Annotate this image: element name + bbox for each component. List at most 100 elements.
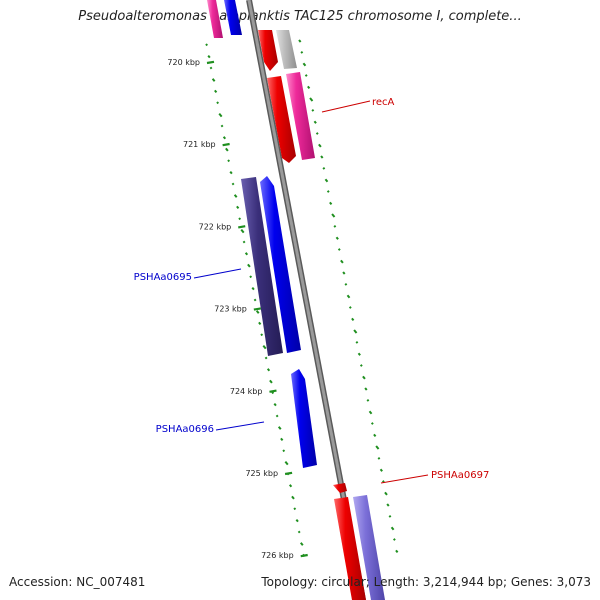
ruler-tick-mark [238, 225, 246, 229]
gc-skew-dash [264, 356, 268, 360]
gc-skew-dash [293, 507, 297, 511]
ruler-tick-mark [269, 389, 277, 393]
gc-skew-dash [244, 252, 249, 256]
gc-skew-dash [253, 298, 257, 302]
gc-skew-dash [329, 201, 333, 206]
ruler-tick-mark [284, 471, 293, 476]
gc-skew-dash [392, 538, 396, 541]
gc-skew-dash [297, 530, 301, 534]
ruler-tick-label: 722 kbp [199, 222, 232, 231]
gene-psha0696-feature[interactable] [291, 369, 317, 468]
gene-label-psha0697[interactable]: PSHAa0697 [431, 470, 489, 481]
gc-skew-dash [326, 190, 330, 193]
gc-skew-dash [249, 275, 253, 279]
gc-skew-dash [299, 542, 304, 546]
ruler-tick-mark [222, 142, 230, 147]
gc-skew-dash [304, 74, 308, 77]
gc-skew-dash [205, 43, 208, 47]
gc-skew-dash [240, 228, 245, 234]
topology-text: Topology: circular; Length: 3,214,944 bp… [261, 575, 591, 589]
gc-skew-dash [311, 108, 315, 112]
ruler-tick-label: 724 kbp [230, 387, 263, 396]
gc-skew-dash [291, 495, 295, 500]
map-title: Pseudoalteromonas haloplanktis TAC125 ch… [78, 9, 522, 24]
gene-feature[interactable] [276, 30, 297, 69]
gc-skew-dash [324, 178, 329, 183]
gene-label-psha0696[interactable]: PSHAa0696 [156, 424, 214, 435]
gc-skew-dash [247, 263, 251, 268]
gene-psha0695-feature[interactable] [241, 177, 283, 356]
gc-skew-dash [340, 259, 344, 264]
gc-skew-dash [384, 491, 388, 496]
gene-feature[interactable] [258, 30, 278, 71]
gene-feature[interactable] [224, 0, 242, 35]
psha0696-connector [215, 421, 265, 431]
gc-skew-dash [373, 433, 377, 438]
gc-skew-dash [351, 317, 355, 322]
gc-skew-dash [359, 364, 363, 367]
gc-skew-dash [366, 398, 370, 402]
gc-skew-dash [273, 402, 277, 407]
gc-skew-dash [218, 112, 223, 118]
gene-feature[interactable] [353, 495, 385, 600]
gc-skew-dash [242, 240, 246, 244]
reca-connector [321, 100, 371, 113]
gene-reca-neighbor-feature[interactable] [267, 76, 296, 163]
gc-skew-dash [346, 294, 351, 299]
gc-skew-dash [342, 271, 346, 275]
accession-text: Accession: NC_007481 [9, 575, 146, 589]
gc-skew-dash [307, 85, 311, 90]
gc-skew-dash [333, 224, 337, 228]
gc-skew-dash [255, 310, 260, 314]
gc-skew-dash [258, 321, 262, 326]
gc-skew-dash [216, 101, 220, 105]
gc-skew-dash [386, 503, 390, 507]
ruler-tick-mark [300, 553, 308, 558]
gc-skew-dash [280, 437, 284, 442]
gc-skew-dash [355, 340, 359, 344]
gc-skew-dash [353, 329, 358, 334]
gene-feature[interactable] [207, 0, 223, 38]
gc-skew-dash [377, 456, 381, 460]
gc-skew-track-right [298, 39, 399, 554]
gene-feature[interactable] [334, 497, 366, 600]
gc-skew-dash [357, 352, 361, 356]
gc-skew-dash [225, 147, 229, 152]
gc-skew-dash [238, 217, 242, 221]
gc-skew-dash [309, 97, 314, 102]
gc-skew-dash [214, 89, 218, 94]
ruler-tick-label: 720 kbp [167, 58, 200, 67]
gc-skew-dash [251, 286, 255, 291]
gc-skew-dash [315, 132, 319, 135]
gene-label-psha0695[interactable]: PSHAa0695 [134, 272, 192, 283]
gc-skew-dash [227, 159, 231, 163]
gc-skew-dash [209, 66, 213, 70]
gc-skew-dash [395, 549, 399, 554]
gc-skew-dash [231, 182, 235, 186]
gc-skew-dash [298, 39, 302, 43]
gc-skew-dash [388, 514, 392, 518]
coordinate-ruler: 720 kbp 721 kbp 722 kbp 723 kbp 724 kbp 725 k… [167, 58, 308, 560]
psha0695-connector [193, 268, 242, 279]
gc-skew-dash [260, 333, 264, 337]
gene-reca-feature[interactable] [286, 72, 315, 160]
gc-skew-dash [302, 62, 307, 67]
gc-skew-dash [269, 379, 273, 384]
gc-skew-dash [220, 124, 224, 128]
gc-skew-dash [370, 422, 374, 425]
gc-skew-dash [318, 143, 322, 148]
gc-skew-dash [207, 54, 211, 59]
gc-skew-dash [390, 526, 395, 531]
gene-psha0697-feature[interactable] [333, 483, 347, 493]
ruler-tick-mark [206, 60, 215, 65]
gc-skew-dash [348, 306, 352, 309]
gc-skew-dash [229, 170, 233, 175]
gc-skew-dash [364, 387, 368, 391]
gc-skew-dash [233, 194, 238, 198]
gc-skew-dash [277, 426, 282, 430]
gc-skew-dash [379, 468, 383, 472]
gene-label-reca[interactable]: recA [372, 97, 395, 108]
gc-skew-dash [362, 375, 366, 380]
gc-skew-dash [300, 50, 304, 54]
gene-blue-feature[interactable] [260, 176, 301, 353]
